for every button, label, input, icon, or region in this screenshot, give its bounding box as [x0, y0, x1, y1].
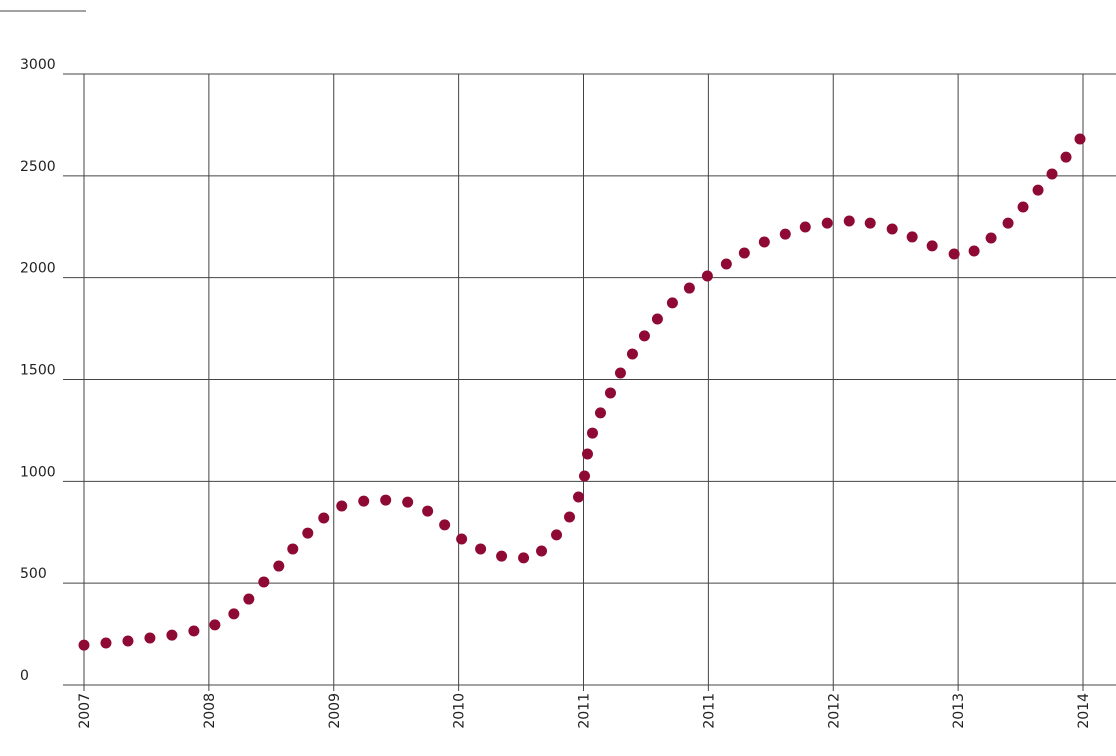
point	[564, 511, 576, 523]
x-tick-label: 2013	[951, 693, 967, 729]
point	[683, 282, 695, 294]
point	[1060, 151, 1072, 163]
point	[864, 217, 876, 229]
point	[758, 236, 770, 248]
point	[1046, 168, 1058, 180]
point	[651, 313, 663, 325]
point	[821, 217, 833, 229]
point	[380, 494, 392, 506]
point	[166, 629, 178, 641]
point	[1074, 133, 1086, 145]
point	[614, 367, 626, 379]
y-tick-label: 0	[20, 668, 29, 684]
point	[302, 527, 314, 539]
point	[594, 407, 606, 419]
point	[144, 632, 156, 644]
point	[906, 231, 918, 243]
point	[536, 545, 548, 557]
point	[358, 495, 370, 507]
point	[666, 297, 678, 309]
point	[456, 533, 468, 545]
point	[586, 427, 598, 439]
y-tick-label: 1500	[20, 363, 56, 379]
point	[985, 232, 997, 244]
point	[1032, 184, 1044, 196]
y-tick-label: 500	[20, 566, 47, 582]
x-tick-label: 2012	[826, 693, 842, 729]
point	[402, 496, 414, 508]
point	[578, 470, 590, 482]
point	[948, 248, 960, 260]
point	[258, 576, 270, 588]
x-tick-label: 2010	[452, 693, 468, 729]
point	[799, 221, 811, 233]
point	[100, 637, 112, 649]
point	[78, 639, 90, 651]
point	[843, 215, 855, 227]
point	[496, 550, 508, 562]
point	[318, 512, 330, 524]
point	[188, 625, 200, 637]
point	[1002, 217, 1014, 229]
point	[422, 505, 434, 517]
point	[1017, 201, 1029, 213]
point	[439, 519, 451, 531]
point	[968, 245, 980, 257]
point	[287, 543, 299, 555]
point	[638, 330, 650, 342]
point	[926, 240, 938, 252]
point	[551, 529, 563, 541]
y-tick-label: 3000	[20, 57, 56, 73]
y-tick-label: 1000	[20, 464, 56, 480]
point	[122, 635, 134, 647]
x-tick-label: 2011	[577, 693, 593, 729]
x-tick-label: 2008	[202, 693, 218, 729]
point	[573, 491, 585, 503]
point	[243, 593, 255, 605]
point	[228, 608, 240, 620]
point	[518, 552, 530, 564]
point	[581, 448, 593, 460]
x-tick-label: 2011	[701, 693, 717, 729]
point	[604, 387, 616, 399]
y-tick-label: 2000	[20, 261, 56, 277]
x-tick-label: 2007	[77, 693, 93, 729]
y-tick-label: 2500	[20, 159, 56, 175]
x-tick-label: 2014	[1076, 693, 1092, 729]
point	[336, 500, 348, 512]
x-tick-label: 2009	[327, 693, 343, 729]
point	[209, 619, 221, 631]
point	[273, 560, 285, 572]
point	[886, 223, 898, 235]
point	[720, 258, 732, 270]
point	[626, 348, 638, 360]
point	[738, 247, 750, 259]
point	[475, 543, 487, 555]
point	[779, 228, 791, 240]
point	[701, 270, 713, 282]
